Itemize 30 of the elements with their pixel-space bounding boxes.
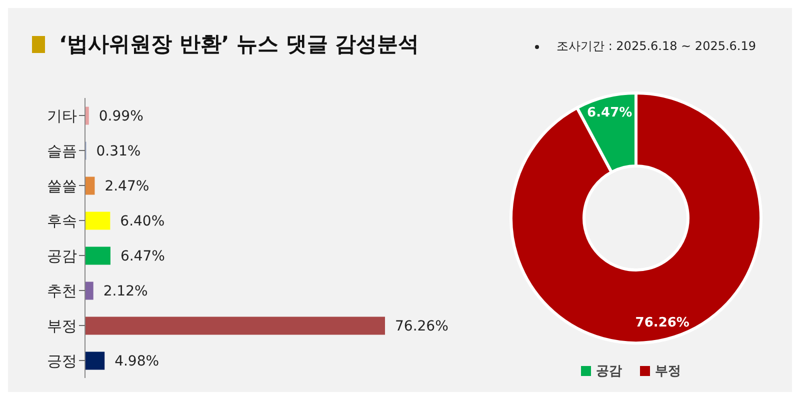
donut-slice — [510, 92, 762, 344]
y-tick-label: 후속 — [47, 212, 77, 230]
y-tick-label: 기타 — [47, 106, 77, 125]
y-tick-label: 긍정 — [47, 352, 77, 370]
bar — [85, 246, 110, 265]
data-label: 76.26% — [635, 316, 690, 331]
data-label: 4.98% — [114, 354, 160, 370]
bar — [85, 352, 105, 370]
data-label: 2.47% — [104, 178, 150, 195]
data-label: 6.47% — [120, 248, 165, 265]
chart-title: ‘법사위원장 반환’ 뉴스 댓글 감성분석 — [59, 31, 420, 58]
bar — [85, 316, 385, 335]
y-tick-label: 공감 — [47, 246, 77, 265]
data-label: 2.12% — [103, 284, 148, 300]
data-label: 6.47% — [587, 105, 632, 120]
bar — [85, 106, 89, 125]
bar — [85, 282, 94, 300]
data-label: 0.99% — [98, 108, 144, 125]
data-label: 0.31% — [96, 144, 141, 160]
data-label: 6.40% — [120, 214, 165, 230]
data-label: 76.26% — [395, 318, 448, 335]
y-tick-label: 추천 — [47, 282, 77, 300]
legend-label: 공감 — [596, 363, 622, 380]
legend-label: 부정 — [655, 363, 681, 380]
bar — [85, 176, 95, 195]
y-tick-label: 슬픔 — [47, 142, 77, 160]
text: 조사기간 : 2025.6.18 ~ 2025.6.19 — [556, 38, 756, 55]
y-tick-label: 부정 — [47, 316, 77, 335]
y-tick-label: 쓸쓸 — [47, 176, 77, 195]
bar — [85, 212, 110, 230]
